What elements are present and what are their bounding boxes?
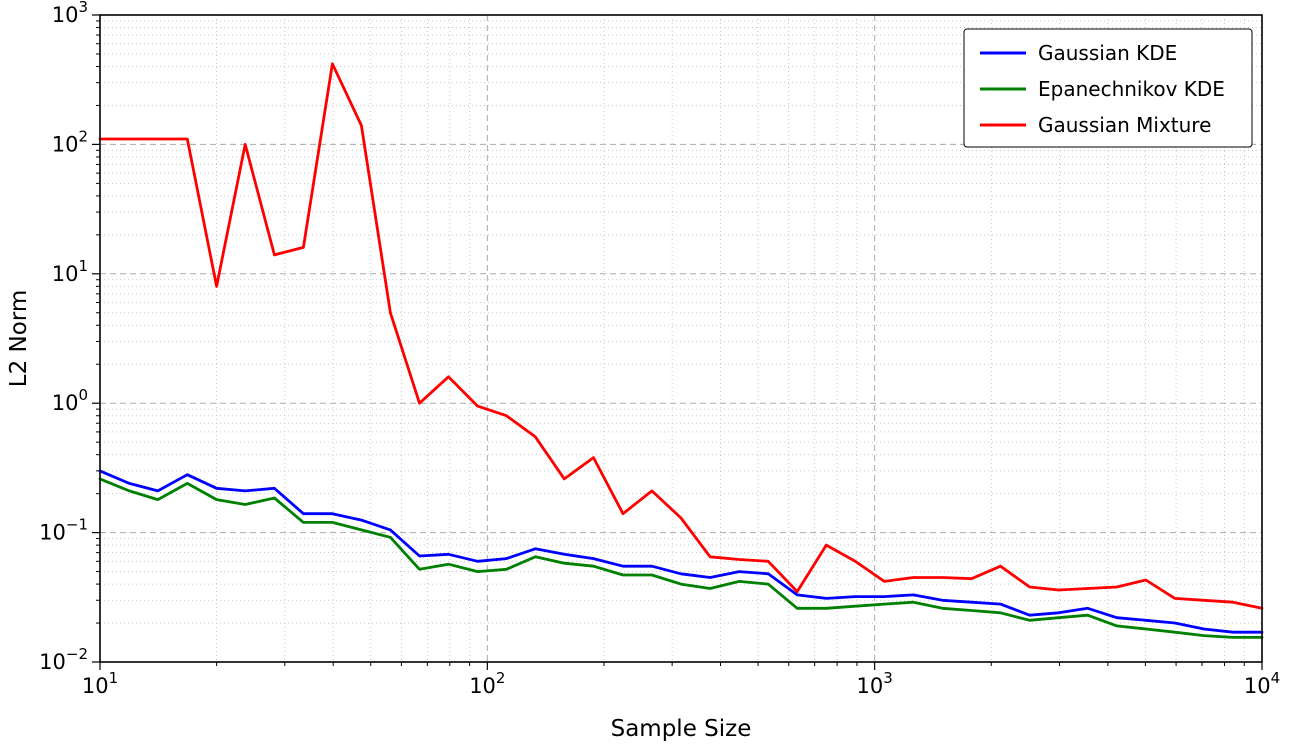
legend-label-0: Gaussian KDE (1038, 41, 1177, 65)
legend-label-1: Epanechnikov KDE (1038, 77, 1225, 101)
series-line-2 (98, 62, 1264, 610)
x-axis-label: Sample Size (611, 716, 752, 742)
y-axis-label: L2 Norm (6, 290, 32, 388)
plot-border (99, 14, 1263, 663)
legend-label-2: Gaussian Mixture (1038, 113, 1211, 137)
series-line-0 (98, 469, 1264, 634)
series-line-1 (98, 477, 1264, 639)
legend-box (963, 28, 1253, 148)
